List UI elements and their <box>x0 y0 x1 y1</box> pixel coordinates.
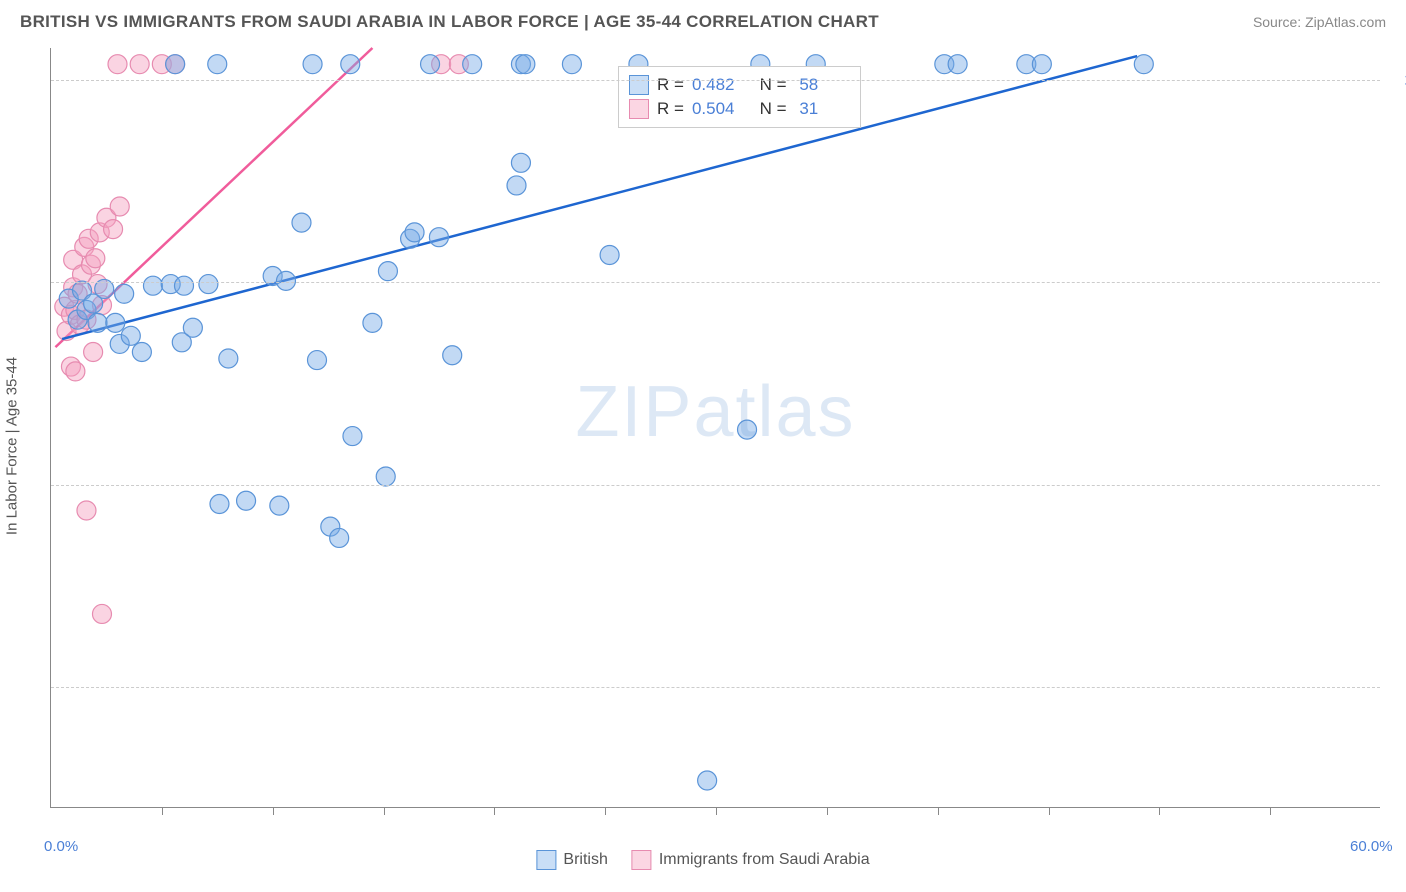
data-point-british <box>276 271 295 290</box>
data-point-british <box>210 495 229 514</box>
data-point-british <box>516 55 535 74</box>
data-point-british <box>421 55 440 74</box>
data-point-british <box>376 467 395 486</box>
stat-r-label: R = <box>657 75 684 95</box>
data-point-saudi <box>130 55 149 74</box>
trend-line-british <box>62 56 1137 339</box>
data-point-saudi <box>110 197 129 216</box>
data-point-saudi <box>92 604 111 623</box>
data-point-british <box>121 326 140 345</box>
data-point-british <box>208 55 227 74</box>
data-point-british <box>132 343 151 362</box>
x-tick <box>384 807 385 815</box>
stats-row-saudi: R = 0.504 N = 31 <box>629 97 850 121</box>
data-point-british <box>463 55 482 74</box>
data-point-british <box>1032 55 1051 74</box>
data-point-british <box>303 55 322 74</box>
x-tick <box>1159 807 1160 815</box>
data-point-british <box>199 275 218 294</box>
chart-title: BRITISH VS IMMIGRANTS FROM SAUDI ARABIA … <box>20 12 879 32</box>
data-point-saudi <box>77 501 96 520</box>
x-tick <box>716 807 717 815</box>
data-point-saudi <box>104 220 123 239</box>
x-tick <box>938 807 939 815</box>
data-point-british <box>237 491 256 510</box>
data-point-british <box>443 346 462 365</box>
x-axis-max-label: 60.0% <box>1350 838 1393 855</box>
legend-item-saudi: Immigrants from Saudi Arabia <box>632 850 870 870</box>
data-point-british <box>405 223 424 242</box>
data-point-british <box>106 313 125 332</box>
header: BRITISH VS IMMIGRANTS FROM SAUDI ARABIA … <box>0 0 1406 40</box>
data-point-british <box>343 427 362 446</box>
data-point-british <box>183 318 202 337</box>
data-point-british <box>600 245 619 264</box>
data-point-british <box>330 528 349 547</box>
data-point-british <box>429 228 448 247</box>
gridline <box>51 80 1380 81</box>
stat-n-label: N = <box>755 99 787 119</box>
gridline <box>51 687 1380 688</box>
x-tick <box>1049 807 1050 815</box>
data-point-british <box>341 55 360 74</box>
legend-swatch-british-icon <box>536 850 556 870</box>
data-point-saudi <box>84 343 103 362</box>
stats-row-british: R = 0.482 N = 58 <box>629 73 850 97</box>
data-point-saudi <box>66 362 85 381</box>
y-tick-label: 75.0% <box>1390 476 1406 493</box>
legend-item-british: British <box>536 850 607 870</box>
data-point-british <box>88 313 107 332</box>
data-point-british <box>115 284 134 303</box>
swatch-saudi-icon <box>629 99 649 119</box>
stat-n-value: 31 <box>795 99 850 119</box>
data-point-british <box>511 153 530 172</box>
x-axis-min-label: 0.0% <box>44 838 78 855</box>
data-point-british <box>166 55 185 74</box>
plot-area: R =0.482 N = 58R =0.504 N = 31 ZIPatlas … <box>50 48 1380 808</box>
stat-r-value: 0.482 <box>692 75 747 95</box>
data-point-british <box>219 349 238 368</box>
data-point-british <box>270 496 289 515</box>
data-point-british <box>292 213 311 232</box>
data-point-saudi <box>86 249 105 268</box>
swatch-british-icon <box>629 75 649 95</box>
y-tick-label: 87.5% <box>1390 274 1406 291</box>
data-point-british <box>143 276 162 295</box>
legend-swatch-saudi-icon <box>632 850 652 870</box>
x-tick <box>273 807 274 815</box>
gridline <box>51 485 1380 486</box>
x-tick <box>162 807 163 815</box>
y-tick-label: 62.5% <box>1390 678 1406 695</box>
y-tick-label: 100.0% <box>1390 72 1406 89</box>
legend-label: British <box>563 851 607 869</box>
data-point-british <box>698 771 717 790</box>
data-point-british <box>738 420 757 439</box>
data-point-british <box>1134 55 1153 74</box>
gridline <box>51 282 1380 283</box>
correlation-stats-box: R = 0.482 N = 58 R = 0.504 N = 31 <box>618 66 861 128</box>
data-point-british <box>175 276 194 295</box>
x-tick <box>494 807 495 815</box>
x-tick <box>827 807 828 815</box>
x-tick <box>1270 807 1271 815</box>
x-tick <box>605 807 606 815</box>
y-axis-label: In Labor Force | Age 35-44 <box>4 357 21 535</box>
stat-n-label: N = <box>755 75 787 95</box>
data-point-british <box>948 55 967 74</box>
data-point-british <box>507 176 526 195</box>
stat-r-label: R = <box>657 99 684 119</box>
stat-n-value: 58 <box>795 75 850 95</box>
source-attribution: Source: ZipAtlas.com <box>1253 14 1386 30</box>
data-point-british <box>562 55 581 74</box>
legend-label: Immigrants from Saudi Arabia <box>659 851 870 869</box>
data-point-british <box>378 262 397 281</box>
data-point-british <box>363 313 382 332</box>
legend: British Immigrants from Saudi Arabia <box>536 850 869 870</box>
stat-r-value: 0.504 <box>692 99 747 119</box>
scatter-svg <box>51 48 1380 807</box>
data-point-british <box>308 351 327 370</box>
data-point-saudi <box>108 55 127 74</box>
